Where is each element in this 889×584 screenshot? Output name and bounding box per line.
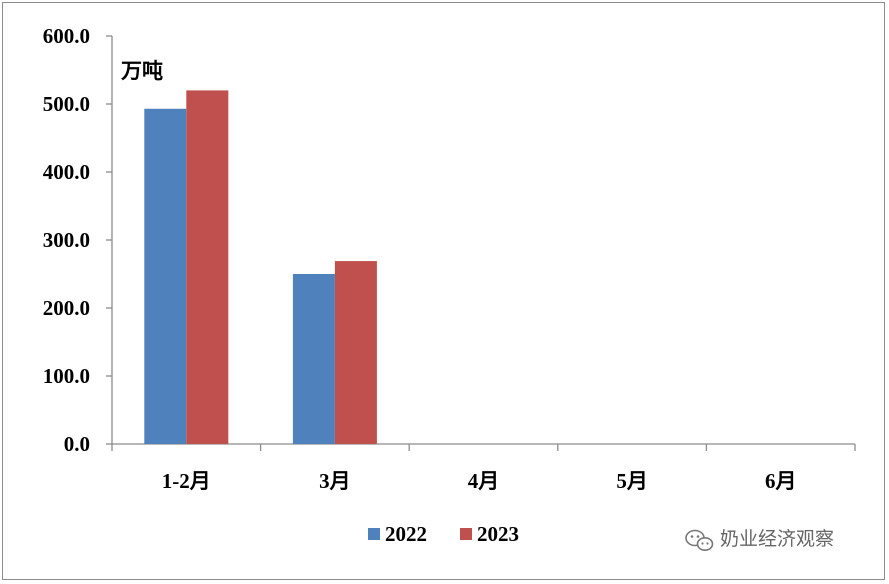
x-tick-label: 6月 <box>765 469 797 493</box>
bar-2023-1 <box>186 90 229 445</box>
y-tick-label: 100.0 <box>43 364 90 388</box>
legend-label: 2023 <box>477 522 519 546</box>
y-tick-label: 600.0 <box>43 24 90 48</box>
chart-labels: 0.0 100.0 200.0 300.0 400.0 500.0 600.0 1-2月 3月 4… <box>43 24 797 493</box>
y-unit-label: 万吨 <box>120 59 163 83</box>
x-tick-label: 1-2月 <box>162 469 211 493</box>
legend-swatch <box>368 528 380 540</box>
x-tick-label: 3月 <box>319 469 351 493</box>
y-tick-label: 0.0 <box>64 432 90 456</box>
y-tick-label: 400.0 <box>43 160 90 184</box>
bar-2023-2 <box>334 261 377 444</box>
x-tick-label: 5月 <box>616 469 648 493</box>
chart-axes <box>106 35 856 451</box>
bar-2022-1 <box>144 108 187 444</box>
y-tick-label: 500.0 <box>43 92 90 116</box>
watermark: 奶业经济观察 <box>685 528 834 551</box>
watermark-text: 奶业经济观察 <box>720 528 834 550</box>
x-tick-label: 4月 <box>468 469 500 493</box>
wechat-icon <box>685 529 714 551</box>
chart-bars <box>144 90 377 445</box>
y-tick-label: 300.0 <box>43 228 90 252</box>
legend: 2022 2023 <box>368 522 519 546</box>
legend-label: 2022 <box>385 522 427 546</box>
bar-2022-2 <box>292 274 335 444</box>
legend-swatch <box>460 528 472 540</box>
y-tick-label: 200.0 <box>43 296 90 320</box>
